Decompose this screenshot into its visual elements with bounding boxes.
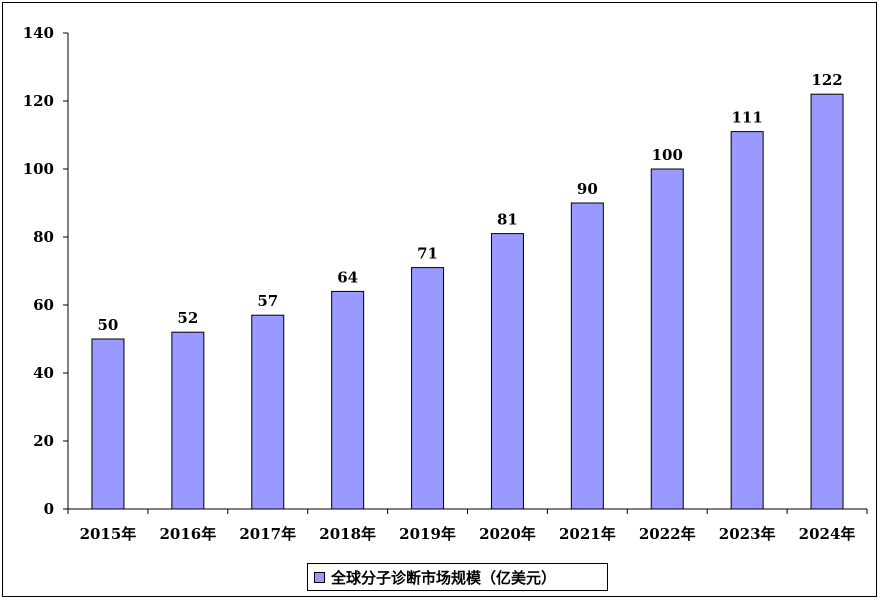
y-tick-label: 20 <box>33 432 54 450</box>
x-tick-label: 2024年 <box>799 525 856 543</box>
y-tick-label: 40 <box>33 364 54 382</box>
bar <box>570 202 604 510</box>
y-tick-label: 60 <box>33 296 54 314</box>
y-tick-label: 0 <box>44 500 54 518</box>
x-tick-label: 2019年 <box>399 525 456 543</box>
bar <box>650 168 684 510</box>
y-tick-label: 120 <box>23 92 54 110</box>
bar <box>490 233 524 510</box>
legend-swatch <box>314 571 325 583</box>
x-tick-label: 2017年 <box>239 525 296 543</box>
data-label: 90 <box>577 180 598 198</box>
data-label: 122 <box>811 71 842 89</box>
x-tick-label: 2022年 <box>639 525 696 543</box>
data-label: 50 <box>98 316 119 334</box>
y-tick-label: 80 <box>33 228 54 246</box>
x-tick-label: 2021年 <box>559 525 616 543</box>
legend: 全球分子诊断市场规模（亿美元） <box>307 563 608 591</box>
x-tick-label: 2018年 <box>319 525 376 543</box>
x-tick-label: 2020年 <box>479 525 536 543</box>
data-label: 111 <box>731 109 762 127</box>
x-tick-label: 2016年 <box>159 525 216 543</box>
y-tick-label: 140 <box>23 24 54 42</box>
bar <box>331 290 365 510</box>
data-label: 64 <box>337 268 358 286</box>
data-label: 57 <box>257 292 278 310</box>
data-label: 100 <box>652 146 683 164</box>
data-label: 81 <box>497 211 518 229</box>
bar <box>810 93 844 510</box>
bar <box>91 338 125 510</box>
bar <box>251 314 285 510</box>
x-tick-label: 2015年 <box>80 525 137 543</box>
y-tick-label: 100 <box>23 160 54 178</box>
legend-label: 全球分子诊断市场规模（亿美元） <box>331 568 557 587</box>
bar <box>411 267 445 510</box>
data-label: 52 <box>177 309 198 327</box>
data-label: 71 <box>417 245 438 263</box>
bar <box>730 131 764 510</box>
bar <box>171 331 205 510</box>
x-tick-label: 2023年 <box>719 525 776 543</box>
